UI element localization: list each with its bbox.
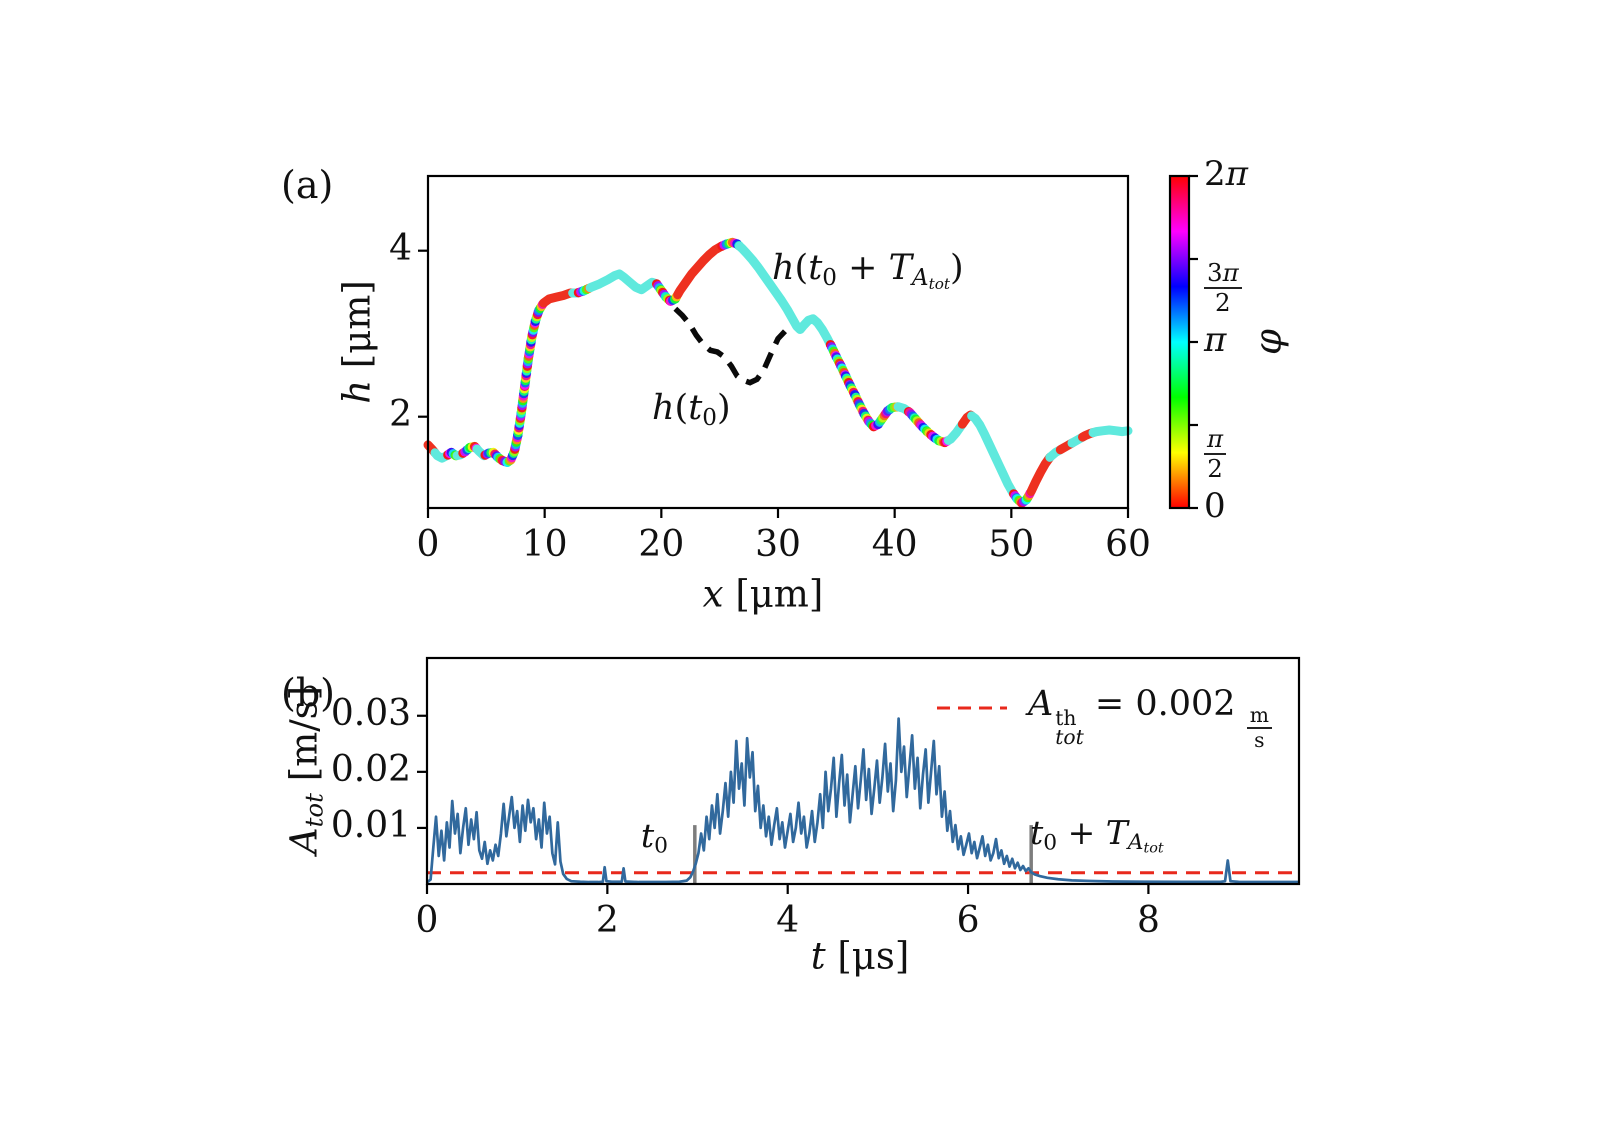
colorbar-label-phi: φ xyxy=(1246,329,1290,355)
colorbar-tick-label: π xyxy=(1204,320,1227,360)
series-h-red-segment xyxy=(1026,452,1055,496)
series-h-cyan-segment xyxy=(585,269,662,295)
colorbar-gradient xyxy=(1170,176,1189,508)
panel-b-y-tick-label: 0.02 xyxy=(330,748,411,790)
panel-b-letter: (b) xyxy=(281,671,335,715)
panel-b-x-tick-label: 2 xyxy=(595,900,619,941)
panel-b-xlabel: t [μs] xyxy=(810,934,910,978)
series-h-cyan-segment xyxy=(735,241,835,350)
series-a-tot xyxy=(426,717,1299,884)
annotation-t0-plus-T: t0 + TAtot xyxy=(1030,813,1164,858)
colorbar-tick-label: 0 xyxy=(1204,486,1226,526)
panel-a-x-tick-label: 30 xyxy=(755,524,801,565)
series-h-red-segment xyxy=(673,241,727,300)
panel-a-xlabel: x [μm] xyxy=(702,572,824,616)
panel-a-y-tick-label: 4 xyxy=(389,227,412,269)
series-h-cyan-segment xyxy=(967,411,1019,499)
panel-a-x-tick-label: 10 xyxy=(521,524,568,565)
colorbar-tick-label: 2π xyxy=(1204,154,1248,194)
panel-a-y-tick-label: 2 xyxy=(389,393,412,435)
panel-b-y-tick-label: 0.01 xyxy=(330,804,411,846)
panel-b-x-tick-label: 4 xyxy=(776,900,800,941)
panel-b-x-tick-label: 8 xyxy=(1136,900,1160,941)
panel-b-x-tick-label: 6 xyxy=(956,900,980,941)
panel-a-x-tick-label: 0 xyxy=(416,524,440,565)
panel-a-x-tick-label: 60 xyxy=(1105,524,1151,565)
panel-a-x-tick-label: 50 xyxy=(988,524,1035,565)
annotation-h-t0-plus-T: h(t0 + TAtot) xyxy=(772,248,964,293)
panel-a-letter: (a) xyxy=(281,163,334,207)
panel-a-x-tick-label: 40 xyxy=(871,524,918,565)
annotation-t0: t0 xyxy=(640,816,668,859)
series-h-t0-dashed xyxy=(673,306,793,386)
panel-a-x-tick-label: 20 xyxy=(638,524,685,565)
series-h-cyan-segment xyxy=(943,419,967,445)
panel-b-y-tick-label: 0.03 xyxy=(330,692,411,734)
annotation-h-t0: h(t0) xyxy=(652,388,731,431)
panel-b-x-tick-label: 0 xyxy=(415,900,439,941)
series-h-red-segment xyxy=(539,288,578,308)
colorbar-tick-label: 3π 2 xyxy=(1204,237,1242,316)
panel-a-ylabel: h [μm] xyxy=(335,280,379,404)
series-h-cyan-segment xyxy=(1088,425,1133,438)
